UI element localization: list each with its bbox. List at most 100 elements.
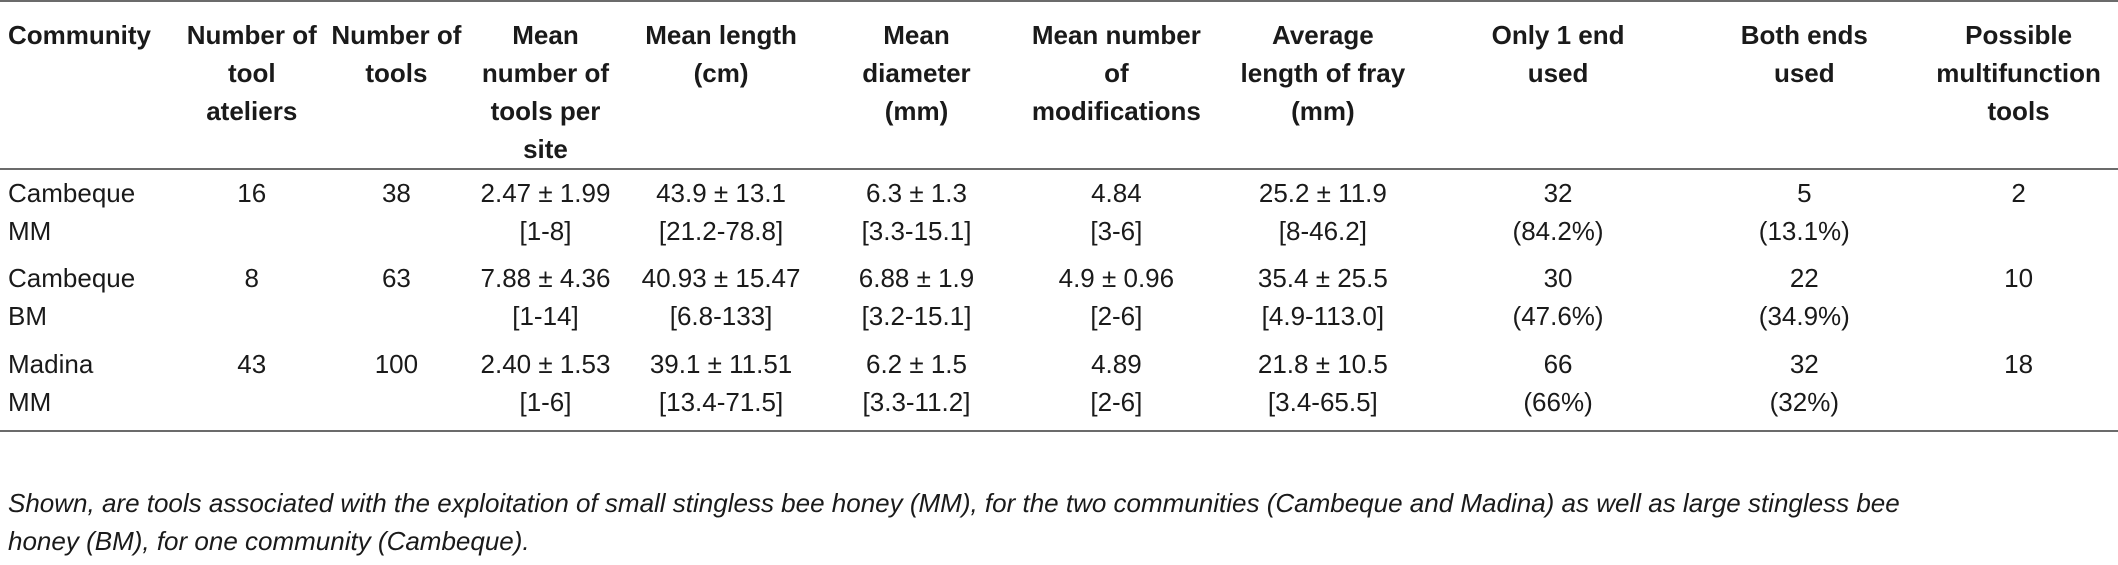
row-label: Cambeque MM xyxy=(0,169,179,255)
table-cell: 32 (32%) xyxy=(1689,341,1920,432)
table-cell: 66 (66%) xyxy=(1426,341,1690,432)
table-cell: 43 xyxy=(178,341,325,432)
column-header: Community xyxy=(0,1,179,170)
cell-text: 18 xyxy=(2004,349,2034,379)
cell-text: [4.9-113.0] xyxy=(1261,301,1385,331)
table-cell: 4.84 [3-6] xyxy=(1014,169,1219,255)
table-cell: 40.93 ± 15.47 [6.8-133] xyxy=(623,255,820,341)
table-cell: 5 (13.1%) xyxy=(1689,169,1919,255)
column-header-text: Mean number xyxy=(1031,20,1201,50)
column-header: Possible multifunction tools xyxy=(1919,1,2118,170)
cell-text: 32 xyxy=(1543,178,1573,208)
cell-text: (32%) xyxy=(1769,387,1839,417)
table-cell: 100 xyxy=(324,341,469,432)
column-header-text: (mm) xyxy=(884,96,949,126)
column-header-text: diameter xyxy=(862,58,971,88)
table-cell: 18 xyxy=(1919,341,2118,432)
table-cell: 4.9 ± 0.96 [2-6] xyxy=(1014,255,1219,341)
column-header-text: Mean xyxy=(883,20,950,50)
cell-text: 35.4 ± 25.5 xyxy=(1257,263,1388,293)
column-header: Only 1 end used xyxy=(1426,1,1690,170)
table-row: Madina MM 43 100 2.40 ± 1.53 [1-6] 39.1 ± 11.5… xyxy=(0,341,2118,432)
column-header-text: (cm) xyxy=(693,58,749,88)
table-cell: 39.1 ± 11.51 [13.4-71.5] xyxy=(622,341,820,432)
column-header-text: multifunction xyxy=(1936,58,2101,88)
column-header-text: of xyxy=(1104,58,1129,88)
cell-text: 2.47 ± 1.99 xyxy=(480,178,611,208)
column-header-text: tools xyxy=(1987,96,2050,126)
cell-text: [3-6] xyxy=(1090,216,1143,246)
cell-text: 4.89 xyxy=(1091,349,1142,379)
table-cell: 35.4 ± 25.5 [4.9-113.0] xyxy=(1219,255,1427,341)
cell-text: [3.2-15.1] xyxy=(861,301,972,331)
table-cell: 16 xyxy=(179,169,325,255)
row-label: Madina MM xyxy=(0,341,179,432)
row-label: Cambeque BM xyxy=(0,255,179,341)
cell-text: 6.88 ± 1.9 xyxy=(858,263,975,293)
cell-text: [8-46.2] xyxy=(1278,216,1367,246)
column-header-text: (mm) xyxy=(1291,96,1355,126)
column-header: Number of tools xyxy=(324,1,469,170)
table-cell: 21.8 ± 10.5 [3.4-65.5] xyxy=(1219,341,1427,432)
column-header-text: Both ends xyxy=(1740,20,1868,50)
cell-text: (47.6%) xyxy=(1512,301,1604,331)
cell-text: [2-6] xyxy=(1090,387,1143,417)
cell-text: 6.2 ± 1.5 xyxy=(865,349,967,379)
cell-text: (84.2%) xyxy=(1512,216,1604,246)
cell-text: 32 xyxy=(1789,349,1819,379)
column-header-text: Number of xyxy=(186,20,317,50)
cell-text: (13.1%) xyxy=(1758,216,1850,246)
table-header: Community Number of tool ateliers Number of… xyxy=(0,1,2118,170)
cell-text: [3.3-11.2] xyxy=(862,387,971,417)
cell-text: 66 xyxy=(1543,349,1573,379)
cell-text: [21.2-78.8] xyxy=(658,216,784,246)
table-cell: 8 xyxy=(179,255,325,341)
cell-text: 40.93 ± 15.47 xyxy=(641,263,801,293)
cell-text: MM xyxy=(8,216,52,246)
table-cell: 6.3 ± 1.3 [3.3-15.1] xyxy=(819,169,1013,255)
column-header-text: Only 1 end xyxy=(1491,20,1625,50)
data-table: Community Number of tool ateliers Number of… xyxy=(0,1,2118,432)
table-cell: 38 xyxy=(325,169,469,255)
cell-text: Cambeque xyxy=(8,178,136,208)
column-header: Number of tool ateliers xyxy=(178,1,325,170)
cell-text: 25.2 ± 11.9 xyxy=(1258,178,1387,208)
column-header-text: length of fray xyxy=(1240,58,1406,88)
cell-text: 8 xyxy=(244,263,259,293)
cell-text: 63 xyxy=(381,263,411,293)
column-header-text: Average xyxy=(1272,20,1374,50)
column-header-text: number of xyxy=(481,58,610,88)
cell-text: 4.9 ± 0.96 xyxy=(1058,263,1175,293)
table-cell: 10 xyxy=(1919,255,2118,341)
cell-text: MM xyxy=(8,387,52,417)
column-header-text: tools per xyxy=(490,96,601,126)
table-cell: 32 (84.2%) xyxy=(1427,169,1690,255)
column-header-text: tool ateliers xyxy=(206,58,298,126)
table-row: Cambeque BM 8 63 7.88 ± 4.36 [1-14] 40.93 ± 15… xyxy=(0,255,2118,341)
cell-text: [6.8-133] xyxy=(669,301,773,331)
table-cell: 7.88 ± 4.36 [1-14] xyxy=(468,255,623,341)
cell-text: [1-14] xyxy=(512,301,579,331)
column-header-text: used xyxy=(1527,58,1589,88)
column-header-text: used xyxy=(1773,58,1835,88)
table-cell: 22 (34.9%) xyxy=(1689,255,1919,341)
column-header: Average length of fray (mm) xyxy=(1219,1,1427,170)
cell-text: [3.4-65.5] xyxy=(1267,387,1378,417)
column-header-text: Possible xyxy=(1965,20,2073,50)
column-header: Mean length (cm) xyxy=(622,1,820,170)
cell-text: 2.40 ± 1.53 xyxy=(480,349,611,379)
cell-text: [2-6] xyxy=(1090,301,1143,331)
cell-text: [1-8] xyxy=(519,216,572,246)
cell-text: 43.9 ± 13.1 xyxy=(656,178,787,208)
cell-text: 100 xyxy=(374,349,419,379)
column-header-text: tools xyxy=(365,58,428,88)
cell-text: 5 xyxy=(1797,178,1812,208)
column-header: Mean number of modifications xyxy=(1013,1,1220,170)
cell-text: 21.8 ± 10.5 xyxy=(1257,349,1388,379)
column-header: Mean number of tools per site xyxy=(468,1,623,170)
column-header: Mean diameter (mm) xyxy=(819,1,1014,170)
cell-text: 43 xyxy=(237,349,267,379)
cell-text: 6.3 ± 1.3 xyxy=(865,178,967,208)
column-header-text: site xyxy=(523,134,568,164)
table-body: Cambeque MM 16 38 2.47 ± 1.99 [1-8] 43.9 ± 13.… xyxy=(0,169,2118,432)
